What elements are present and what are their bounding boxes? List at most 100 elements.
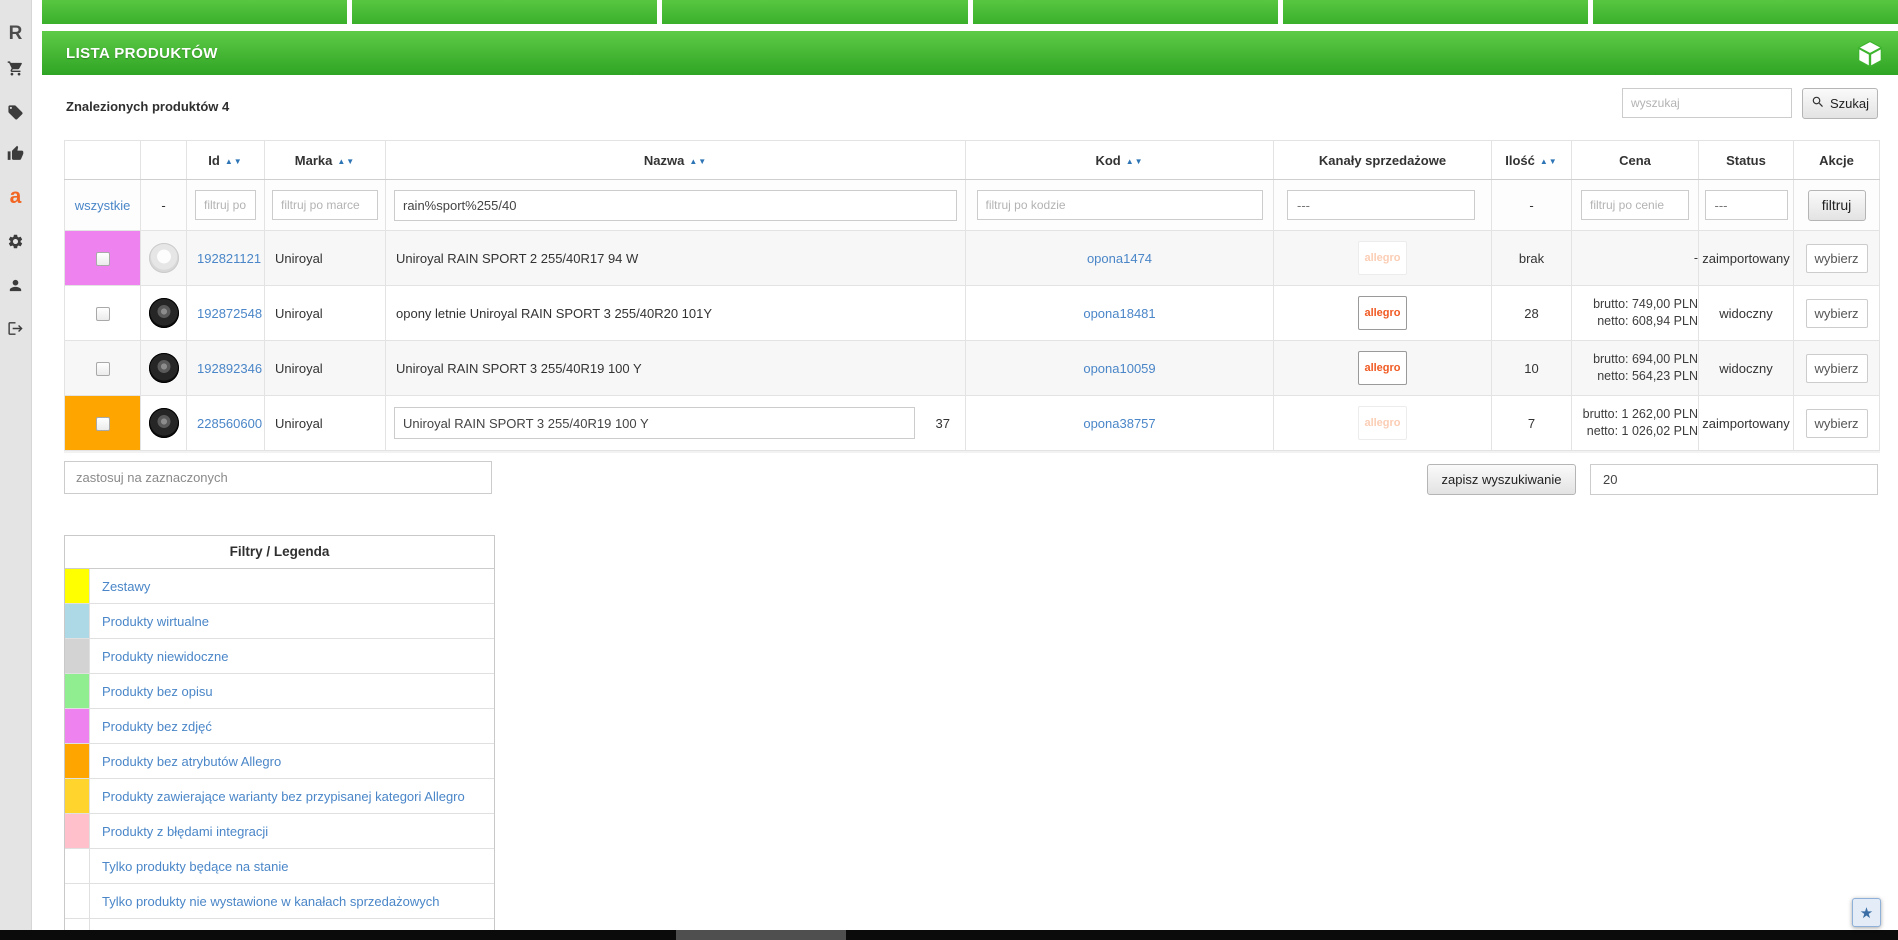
- allegro-channel-badge[interactable]: allegro: [1358, 296, 1407, 330]
- sort-arrows-icon[interactable]: ▲▼: [1125, 156, 1144, 166]
- cart-icon[interactable]: [0, 60, 31, 77]
- top-tab-1[interactable]: [42, 0, 348, 24]
- top-tab-2[interactable]: [352, 0, 658, 24]
- kod-filter-input[interactable]: [976, 190, 1263, 220]
- column-header-marka[interactable]: Marka ▲▼: [264, 140, 386, 180]
- legend-item-link[interactable]: Produkty bez atrybutów Allegro: [102, 753, 282, 769]
- legend-item-link[interactable]: Tylko produkty będące na stanie: [102, 858, 289, 874]
- product-photo-thumbnail[interactable]: [148, 298, 179, 328]
- column-header-id[interactable]: Id ▲▼: [186, 140, 265, 180]
- legend-item-link[interactable]: Produkty zawierające warianty bez przypi…: [102, 788, 465, 804]
- legend-item-link[interactable]: Produkty bez zdjęć: [102, 718, 212, 734]
- top-tab-5[interactable]: [1282, 0, 1588, 24]
- status-filter-select[interactable]: ---: [1704, 190, 1788, 220]
- row-status-cell: zaimportowany: [1698, 395, 1794, 451]
- select-product-button[interactable]: wybierz: [1805, 298, 1868, 328]
- row-id-cell: 228560600: [186, 395, 265, 451]
- search-button[interactable]: Szukaj: [1802, 88, 1878, 119]
- product-kod-link[interactable]: opona18481: [1083, 305, 1156, 321]
- filter-cell-image: -: [140, 179, 187, 231]
- row-id-cell: 192821121: [186, 230, 265, 286]
- marka-filter-input[interactable]: [272, 190, 378, 220]
- logout-icon[interactable]: [0, 320, 31, 337]
- legend-item-8[interactable]: Produkty z błędami integracji: [65, 814, 494, 849]
- row-checkbox[interactable]: [95, 251, 110, 266]
- filter-button[interactable]: filtruj: [1807, 189, 1866, 221]
- product-id-link[interactable]: 192872548: [197, 305, 263, 321]
- legend-item-10[interactable]: Tylko produkty nie wystawione w kanałach…: [65, 884, 494, 919]
- id-filter-input[interactable]: [195, 190, 256, 220]
- hand-icon[interactable]: [0, 145, 31, 162]
- legend-item-label: Tylko produkty będące na stanie: [90, 849, 494, 883]
- gear-icon[interactable]: [0, 233, 31, 250]
- price-brutto: brutto: 1 262,00 PLN: [1582, 407, 1698, 421]
- legend-item-link[interactable]: Produkty z błędami integracji: [102, 823, 269, 839]
- legend-item-link[interactable]: Zestawy: [102, 578, 151, 594]
- row-kanaly-cell: allegro: [1273, 285, 1492, 341]
- select-product-button[interactable]: wybierz: [1805, 408, 1868, 438]
- top-tab-6[interactable]: [1592, 0, 1898, 24]
- nazwa-filter-input[interactable]: [394, 189, 957, 221]
- product-id-link[interactable]: 228560600: [197, 415, 263, 431]
- column-header-nazwa[interactable]: Nazwa ▲▼: [385, 140, 966, 180]
- allegro-a-icon[interactable]: a: [0, 186, 31, 207]
- legend-item-link[interactable]: Produkty niewidoczne: [102, 648, 229, 664]
- legend-item-link[interactable]: Produkty wirtualne: [102, 613, 209, 629]
- filter-cell-select: wszystkie: [64, 179, 141, 231]
- product-photo-thumbnail[interactable]: [148, 353, 179, 383]
- product-photo-thumbnail[interactable]: [148, 408, 179, 438]
- select-product-button[interactable]: wybierz: [1805, 353, 1868, 383]
- column-header-kod[interactable]: Kod ▲▼: [965, 140, 1274, 180]
- select-all-link[interactable]: wszystkie: [74, 197, 131, 213]
- column-header-ilość[interactable]: Ilość ▲▼: [1491, 140, 1572, 180]
- legend-item-1[interactable]: Zestawy: [65, 569, 494, 604]
- legend-item-3[interactable]: Produkty niewidoczne: [65, 639, 494, 674]
- allegro-channel-badge[interactable]: allegro: [1358, 351, 1407, 385]
- nazwa-edit-wrap: 37: [387, 407, 965, 439]
- cena-filter-input[interactable]: [1581, 190, 1689, 220]
- top-tab-4[interactable]: [972, 0, 1278, 24]
- kanaly-filter-select[interactable]: ---: [1287, 190, 1475, 220]
- allegro-channel-badge[interactable]: allegro: [1358, 406, 1407, 440]
- per-page-input[interactable]: [1590, 464, 1878, 495]
- legend-item-link[interactable]: Tylko produkty nie wystawione w kanałach…: [102, 893, 440, 909]
- legend-item-6[interactable]: Produkty bez atrybutów Allegro: [65, 744, 494, 779]
- column-label: Status: [1726, 152, 1766, 168]
- sort-arrows-icon[interactable]: ▲▼: [337, 156, 356, 166]
- search-input[interactable]: [1622, 88, 1792, 118]
- row-checkbox[interactable]: [95, 306, 110, 321]
- legend-item-9[interactable]: Tylko produkty będące na stanie: [65, 849, 494, 884]
- product-kod-link[interactable]: opona38757: [1083, 415, 1156, 431]
- save-search-button[interactable]: zapisz wyszukiwanie: [1427, 464, 1576, 495]
- row-id-cell: 192892346: [186, 340, 265, 396]
- top-tab-3[interactable]: [662, 0, 968, 24]
- product-id-link[interactable]: 192892346: [197, 360, 263, 376]
- user-icon[interactable]: [0, 277, 31, 294]
- row-kanaly-cell: allegro: [1273, 340, 1492, 396]
- allegro-channel-badge[interactable]: allegro: [1358, 241, 1407, 275]
- legend-item-4[interactable]: Produkty bez opisu: [65, 674, 494, 709]
- select-product-button[interactable]: wybierz: [1805, 243, 1868, 273]
- legend-item-2[interactable]: Produkty wirtualne: [65, 604, 494, 639]
- product-photo-thumbnail[interactable]: [148, 243, 179, 273]
- legend-item-7[interactable]: Produkty zawierające warianty bez przypi…: [65, 779, 494, 814]
- bookmark-star-widget[interactable]: ★: [1852, 898, 1881, 927]
- legend-item-5[interactable]: Produkty bez zdjęć: [65, 709, 494, 744]
- sort-arrows-icon[interactable]: ▲▼: [224, 156, 243, 166]
- row-checkbox[interactable]: [95, 416, 110, 431]
- product-kod-link[interactable]: opona1474: [1086, 250, 1153, 266]
- legend-color-swatch: [65, 709, 90, 743]
- row-nazwa-cell: 37: [385, 395, 966, 451]
- product-kod-link[interactable]: opona10059: [1083, 360, 1156, 376]
- nazwa-edit-input[interactable]: [394, 407, 915, 439]
- sort-arrows-icon[interactable]: ▲▼: [689, 156, 708, 166]
- sort-arrows-icon[interactable]: ▲▼: [1539, 156, 1558, 166]
- legend-item-link[interactable]: Produkty bez opisu: [102, 683, 213, 699]
- row-checkbox[interactable]: [95, 361, 110, 376]
- tag-icon[interactable]: [0, 104, 31, 121]
- legend-color-swatch: [65, 744, 90, 778]
- apply-to-selected-select[interactable]: [64, 461, 492, 494]
- logo-r-icon[interactable]: R: [0, 24, 31, 43]
- product-id-link[interactable]: 192821121: [197, 250, 262, 266]
